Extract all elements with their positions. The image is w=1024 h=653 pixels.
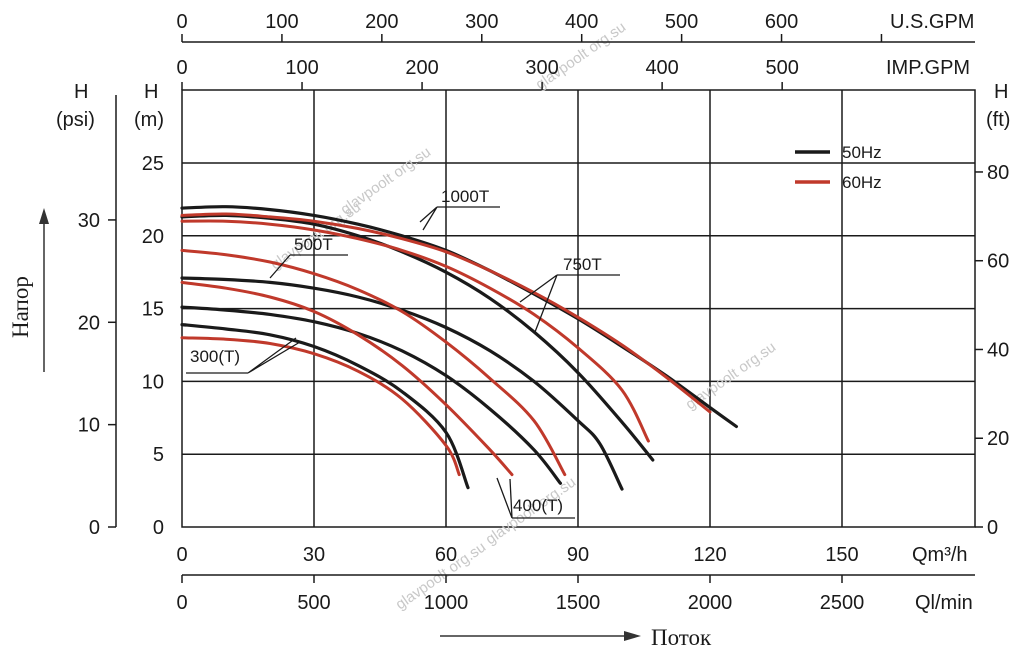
y-psi-label-h: H — [74, 81, 88, 103]
leader-750t — [519, 274, 620, 333]
y-ft-tick: 80 — [987, 162, 1009, 184]
leader-400t — [496, 477, 575, 519]
x-usgpm-tick: 100 — [265, 11, 298, 33]
x-impgpm-label: IMP.GPM — [886, 57, 970, 79]
y-ft-label-unit: (ft) — [986, 109, 1010, 131]
y-m-tick: 10 — [142, 371, 164, 393]
label-750t: 750T — [563, 255, 602, 274]
x-impgpm-tick: 200 — [405, 57, 438, 79]
leader-300t — [186, 337, 301, 374]
leader-lines — [186, 206, 620, 519]
y-psi-tick: 0 — [89, 517, 100, 539]
flow-caption: Поток — [440, 625, 712, 650]
y-ft-tick: 0 — [987, 517, 998, 539]
x-lmin-tick: 0 — [176, 592, 187, 614]
head-caption-text: Напор — [8, 276, 33, 338]
x-impgpm-tick: 100 — [285, 57, 318, 79]
legend: 50Hz 60Hz — [795, 143, 882, 192]
x-m3h-tick: 30 — [303, 544, 325, 566]
label-300t: 300(T) — [190, 347, 240, 366]
label-500t: 500T — [294, 235, 333, 254]
x-lmin-tick: 2500 — [820, 592, 865, 614]
x-lmin-tick: 2000 — [688, 592, 733, 614]
leader-500t — [269, 254, 348, 279]
x-m3h-tick: 120 — [693, 544, 726, 566]
x-usgpm-tick: 0 — [176, 11, 187, 33]
y-m-tick: 0 — [153, 517, 164, 539]
curve-750t-60hz — [180, 219, 650, 443]
y-m-label-h: H — [144, 81, 158, 103]
legend-label-50hz: 50Hz — [842, 143, 882, 162]
x-m3h-tick: 60 — [435, 544, 457, 566]
curve-500t-50hz — [180, 276, 624, 491]
x-m3h-tick: 150 — [825, 544, 858, 566]
x-impgpm-tick: 0 — [176, 57, 187, 79]
x-lmin-tick: 500 — [297, 592, 330, 614]
curve-300t-50hz — [180, 323, 470, 490]
curve-1000t-50hz — [180, 205, 738, 429]
y-psi-tick: 30 — [78, 210, 100, 232]
x-lmin-tick: 1000 — [424, 592, 469, 614]
legend-label-60hz: 60Hz — [842, 173, 882, 192]
curve-400t-60hz — [180, 280, 514, 477]
flow-caption-text: Поток — [651, 625, 712, 650]
x-impgpm-tick: 300 — [525, 57, 558, 79]
x-usgpm-label: U.S.GPM — [890, 11, 974, 33]
y-psi-tick: 10 — [78, 415, 100, 437]
y-ft-tick: 60 — [987, 251, 1009, 273]
y-m-tick: 20 — [142, 226, 164, 248]
x-m3h-tick: 90 — [567, 544, 589, 566]
y-m-label-unit: (m) — [134, 109, 164, 131]
y-m-tick: 15 — [142, 299, 164, 321]
head-caption: Напор — [8, 208, 49, 372]
y-ft-tick: 20 — [987, 428, 1009, 450]
curve-1000t-60hz — [180, 212, 712, 414]
x-lmin-tick: 1500 — [556, 592, 601, 614]
y-ft-tick: 40 — [987, 339, 1009, 361]
label-400t: 400(T) — [513, 496, 563, 515]
x-usgpm-tick: 400 — [565, 11, 598, 33]
curve-400t-50hz — [180, 305, 562, 485]
x-usgpm-tick: 300 — [465, 11, 498, 33]
label-1000t: 1000T — [441, 187, 489, 206]
y-ft-label-h: H — [994, 81, 1008, 103]
x-impgpm-tick: 500 — [765, 57, 798, 79]
x-impgpm-tick: 400 — [645, 57, 678, 79]
curves — [180, 205, 738, 491]
x-lmin-label: Ql/min — [915, 592, 973, 614]
y-m-tick: 5 — [153, 444, 164, 466]
x-usgpm-tick: 600 — [765, 11, 798, 33]
x-usgpm-tick: 500 — [665, 11, 698, 33]
grid — [181, 89, 976, 528]
curve-300t-60hz — [180, 336, 461, 477]
y-m-tick: 25 — [142, 153, 164, 175]
x-m3h-tick: 0 — [176, 544, 187, 566]
curve-500t-60hz — [180, 248, 567, 477]
x-m3h-label: Qm³/h — [912, 544, 968, 566]
x-usgpm-tick: 200 — [365, 11, 398, 33]
y-psi-tick: 20 — [78, 312, 100, 334]
leader-1000t — [419, 206, 500, 231]
y-psi-label-unit: (psi) — [56, 109, 95, 131]
